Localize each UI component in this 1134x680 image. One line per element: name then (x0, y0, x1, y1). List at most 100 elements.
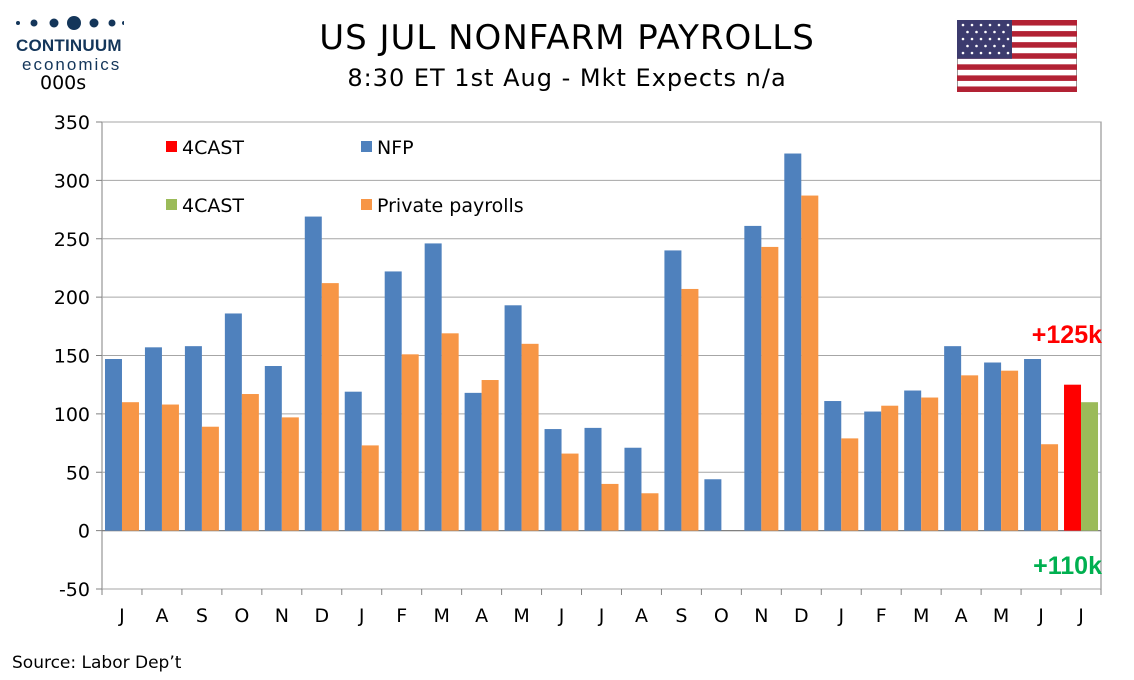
bar-4cast (1064, 384, 1082, 531)
bar-private-payrolls (441, 333, 459, 531)
bar-private-payrolls (361, 445, 379, 531)
y-tick-label: -50 (59, 579, 90, 601)
legend-label: Private payrolls (377, 195, 524, 217)
bar-4cast (1081, 402, 1099, 531)
legend-label: NFP (377, 137, 414, 159)
logo: CONTINUUM economics (14, 14, 134, 74)
x-tick-label: N (275, 605, 289, 627)
x-tick-label: M (513, 605, 529, 627)
x-tick-label: D (314, 605, 329, 627)
chart-subtitle: 8:30 ET 1st Aug - Mkt Expects n/a (347, 64, 787, 92)
bar-nfp (224, 313, 242, 531)
legend-swatch (361, 141, 372, 152)
bar-nfp (944, 346, 962, 531)
bar-private-payrolls (281, 417, 299, 531)
x-tick-label: J (837, 605, 844, 627)
bar-private-payrolls (121, 402, 139, 531)
x-tick-label: A (155, 605, 168, 627)
unit-label: 000s (40, 72, 87, 94)
x-tick-label: J (1077, 605, 1084, 627)
bar-private-payrolls (161, 404, 179, 531)
legend-swatch (166, 141, 177, 152)
y-tick-label: 100 (54, 404, 90, 426)
bar-private-payrolls (801, 195, 819, 531)
x-tick-label: J (598, 605, 605, 627)
chart-title: US JUL NONFARM PAYROLLS (319, 18, 815, 58)
x-tick-label: S (675, 605, 687, 627)
x-tick-label: A (475, 605, 488, 627)
bar-private-payrolls (201, 426, 219, 531)
x-tick-label: M (433, 605, 449, 627)
bar-nfp (864, 411, 882, 531)
bar-private-payrolls (1001, 370, 1019, 531)
y-tick-label: 350 (54, 112, 90, 134)
bar-private-payrolls (241, 394, 259, 531)
bar-nfp (384, 271, 402, 531)
forecast-annotation: +110k (1033, 552, 1102, 580)
bar-private-payrolls (681, 288, 699, 531)
bar-private-payrolls (921, 397, 939, 531)
bar-nfp (904, 390, 922, 531)
bar-nfp (824, 401, 842, 531)
forecast-annotation: +125k (1032, 321, 1102, 349)
bar-private-payrolls (961, 375, 979, 531)
bar-nfp (584, 427, 602, 531)
bar-private-payrolls (601, 483, 619, 531)
bar-nfp (464, 392, 482, 531)
bar-nfp (304, 216, 322, 531)
y-tick-label: 150 (54, 346, 90, 368)
bar-private-payrolls (841, 438, 859, 531)
y-tick-label: 300 (54, 170, 90, 192)
legend-swatch (361, 199, 372, 210)
x-tick-label: F (876, 605, 887, 627)
bar-nfp (544, 429, 562, 531)
legend-label: 4CAST (182, 195, 244, 217)
x-tick-label: F (396, 605, 407, 627)
bar-nfp (104, 359, 122, 531)
x-tick-label: J (118, 605, 125, 627)
bar-private-payrolls (401, 354, 419, 531)
x-tick-label: M (913, 605, 929, 627)
bar-private-payrolls (881, 405, 899, 531)
x-tick-label: A (635, 605, 648, 627)
bar-private-payrolls (641, 493, 659, 531)
y-tick-label: 0 (78, 521, 90, 543)
bar-private-payrolls (561, 453, 579, 531)
y-tick-label: 250 (54, 229, 90, 251)
legend-swatch (166, 199, 177, 210)
bar-nfp (504, 305, 522, 531)
y-tick-label: 200 (54, 287, 90, 309)
bar-nfp (624, 447, 642, 531)
x-tick-label: O (234, 605, 249, 627)
bar-nfp (184, 346, 202, 531)
bar-nfp (664, 250, 682, 531)
logo-subtitle: economics (22, 55, 122, 74)
bar-nfp (424, 243, 442, 531)
bar-private-payrolls (481, 380, 499, 531)
bar-nfp (744, 225, 762, 531)
x-tick-label: A (955, 605, 968, 627)
bar-private-payrolls (521, 343, 539, 531)
x-tick-label: M (993, 605, 1009, 627)
us-flag-icon (957, 20, 1077, 92)
legend-label: 4CAST (182, 137, 244, 159)
bar-nfp (264, 366, 282, 531)
bar-nfp (1024, 359, 1042, 531)
x-tick-label: N (754, 605, 768, 627)
source-note: Source: Labor Dep’t (12, 653, 182, 673)
bar-nfp (784, 153, 802, 531)
bar-nfp (344, 391, 362, 531)
x-tick-label: J (358, 605, 365, 627)
bar-nfp (704, 479, 722, 531)
x-tick-label: J (558, 605, 565, 627)
logo-name: CONTINUUM (16, 36, 122, 55)
y-tick-label: 50 (66, 462, 90, 484)
x-tick-label: J (1037, 605, 1044, 627)
x-tick-label: S (196, 605, 208, 627)
bar-nfp (144, 347, 162, 531)
bar-private-payrolls (321, 283, 339, 531)
bar-nfp (984, 362, 1002, 531)
x-tick-label: D (794, 605, 809, 627)
x-tick-label: O (714, 605, 729, 627)
